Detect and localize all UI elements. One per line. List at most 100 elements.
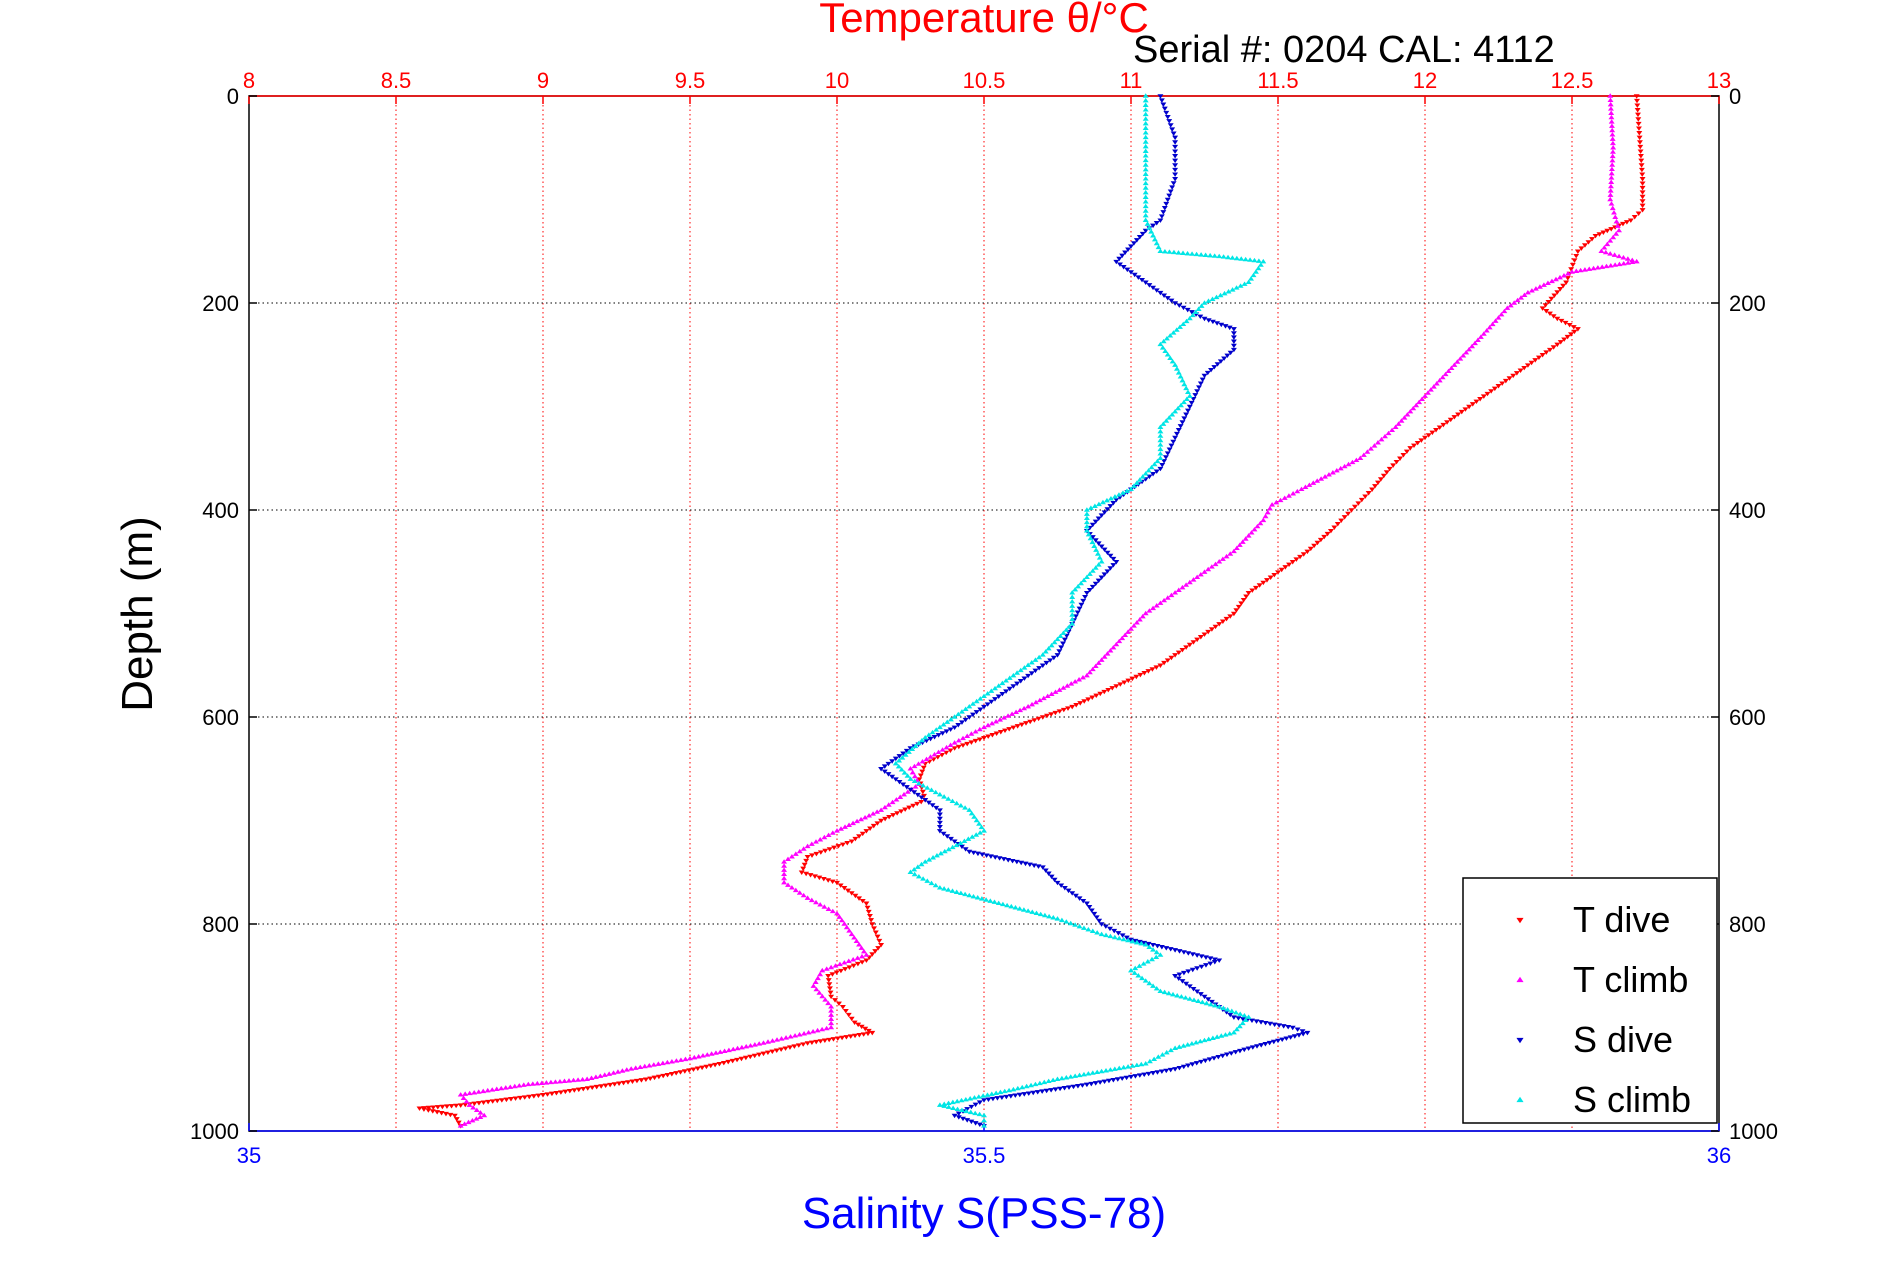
data-point (769, 1038, 776, 1043)
data-point (862, 814, 869, 820)
data-point (1168, 592, 1175, 598)
data-point (473, 1116, 480, 1121)
data-point (795, 1043, 802, 1048)
data-point (1088, 908, 1095, 913)
data-point (1240, 597, 1247, 603)
data-point (1404, 412, 1411, 417)
data-point (1586, 266, 1593, 271)
data-point (1528, 360, 1535, 366)
data-point (1175, 370, 1182, 375)
data-point (845, 888, 851, 894)
data-point (1132, 1074, 1139, 1079)
data-point (1264, 509, 1271, 515)
data-point (1004, 902, 1011, 908)
data-point (829, 879, 836, 885)
data-point (866, 813, 873, 818)
data-point (1172, 158, 1179, 164)
data-point (1264, 578, 1270, 583)
data-point (1283, 1036, 1290, 1041)
data-point (803, 871, 810, 877)
data-point (1430, 384, 1437, 389)
data-point (1169, 412, 1176, 417)
data-point (825, 978, 832, 983)
data-point (1188, 310, 1195, 315)
data-point (1172, 140, 1179, 145)
data-point (1607, 251, 1614, 256)
data-point (601, 1072, 608, 1077)
data-point (1095, 501, 1102, 507)
data-point (964, 1118, 971, 1123)
data-point (1101, 572, 1108, 577)
data-point (1171, 249, 1177, 255)
data-point (1032, 657, 1039, 662)
data-point (1251, 257, 1258, 263)
data-point (1634, 108, 1641, 113)
data-point (774, 1037, 780, 1042)
data-point (1389, 427, 1396, 433)
y-axis-tick-label-right: 200 (1729, 291, 1766, 316)
data-point (1163, 946, 1170, 951)
data-point (961, 838, 968, 843)
data-point (902, 752, 909, 757)
data-point (1197, 381, 1204, 386)
legend-label: T dive (1573, 899, 1670, 940)
data-point (769, 1049, 776, 1055)
data-point (904, 789, 911, 794)
data-point (958, 709, 965, 714)
data-point (1201, 300, 1208, 305)
data-point (869, 952, 876, 957)
data-point (1164, 595, 1171, 600)
data-point (1142, 471, 1149, 476)
data-point (1030, 1090, 1037, 1096)
legend-marker (1516, 1096, 1524, 1103)
data-point (918, 861, 925, 867)
data-point (1207, 252, 1214, 258)
data-point (1208, 367, 1214, 373)
data-point (1224, 1052, 1230, 1057)
data-point (924, 785, 931, 790)
data-point (1296, 1033, 1302, 1038)
data-point (1159, 1052, 1166, 1057)
y-axis-tick-label-left: 400 (202, 498, 239, 523)
data-point (1306, 482, 1313, 487)
data-point (1213, 294, 1220, 300)
data-point (1166, 447, 1173, 452)
data-point (1120, 1064, 1127, 1070)
data-point (1132, 965, 1139, 971)
data-point (1098, 544, 1105, 549)
data-point (1180, 321, 1187, 327)
data-point (1161, 989, 1168, 995)
data-point (1393, 459, 1400, 465)
data-point (981, 693, 987, 699)
data-point (1005, 713, 1012, 718)
data-point (896, 757, 903, 763)
top-axis-tick-label: 8 (243, 68, 255, 93)
data-point (1599, 264, 1606, 269)
data-point (1197, 992, 1204, 997)
data-point (970, 850, 977, 856)
data-point (1177, 424, 1184, 429)
data-point (1172, 154, 1179, 159)
data-point (540, 1093, 546, 1098)
data-point (1211, 1056, 1217, 1061)
top-axis-tick-label: 9 (537, 68, 549, 93)
data-point (1111, 1066, 1118, 1071)
data-point (1172, 177, 1179, 182)
data-point (1068, 681, 1075, 686)
data-point (1161, 248, 1168, 254)
data-point (1086, 905, 1093, 910)
data-point (1451, 415, 1458, 420)
data-point (1239, 539, 1246, 544)
data-point (1172, 948, 1179, 953)
data-point (845, 958, 852, 964)
data-point (1107, 1067, 1114, 1072)
data-point (1161, 459, 1168, 464)
data-point (1501, 308, 1508, 314)
data-point (994, 1096, 1001, 1101)
data-point (1072, 1073, 1079, 1078)
data-point (1633, 258, 1640, 264)
data-point (566, 1078, 572, 1083)
data-point (930, 855, 937, 860)
data-point (1514, 297, 1521, 303)
data-point (1167, 1047, 1174, 1053)
